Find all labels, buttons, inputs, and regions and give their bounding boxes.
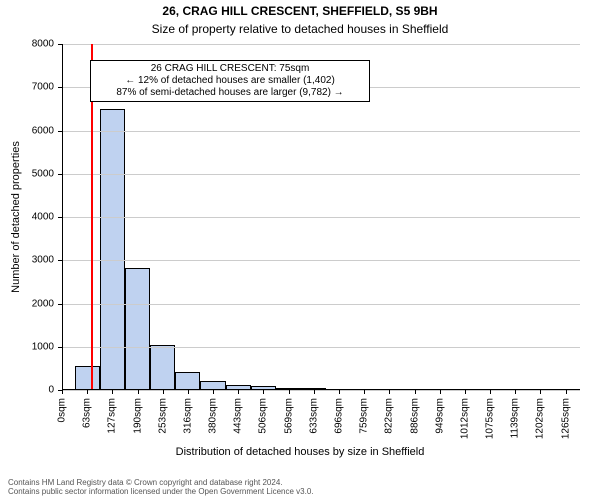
ytick-label: 3000 xyxy=(0,255,54,266)
annotation-line-1: 26 CRAG HILL CRESCENT: 75sqm xyxy=(97,63,363,75)
xtick-mark xyxy=(515,390,516,394)
xtick-label: 1075sqm xyxy=(485,398,496,448)
histogram-bar xyxy=(175,372,200,390)
xtick-mark xyxy=(364,390,365,394)
xtick-mark xyxy=(314,390,315,394)
xtick-mark xyxy=(440,390,441,394)
xtick-label: 759sqm xyxy=(359,398,370,448)
x-axis-label: Distribution of detached houses by size … xyxy=(0,446,600,458)
ytick-mark xyxy=(58,260,62,261)
footer-line-2: Contains public sector information licen… xyxy=(8,487,314,496)
xtick-label: 190sqm xyxy=(132,398,143,448)
xtick-mark xyxy=(566,390,567,394)
xtick-label: 0sqm xyxy=(57,398,68,448)
xtick-mark xyxy=(490,390,491,394)
xtick-label: 696sqm xyxy=(333,398,344,448)
xtick-mark xyxy=(87,390,88,394)
histogram-bar xyxy=(125,268,150,390)
gridline xyxy=(62,131,580,132)
histogram-bar xyxy=(150,345,175,390)
chart-title-sub: Size of property relative to detached ho… xyxy=(0,22,600,36)
xtick-mark xyxy=(188,390,189,394)
xtick-mark xyxy=(415,390,416,394)
ytick-mark xyxy=(58,87,62,88)
xtick-label: 1139sqm xyxy=(510,398,521,448)
y-axis-line xyxy=(62,44,63,390)
gridline xyxy=(62,44,580,45)
xtick-mark xyxy=(213,390,214,394)
xtick-label: 127sqm xyxy=(107,398,118,448)
xtick-label: 380sqm xyxy=(208,398,219,448)
xtick-mark xyxy=(289,390,290,394)
ytick-mark xyxy=(58,304,62,305)
annotation-line-3: 87% of semi-detached houses are larger (… xyxy=(97,87,363,99)
xtick-mark xyxy=(540,390,541,394)
histogram-bar xyxy=(100,109,125,390)
xtick-mark xyxy=(138,390,139,394)
ytick-mark xyxy=(58,131,62,132)
gridline xyxy=(62,217,580,218)
xtick-label: 316sqm xyxy=(182,398,193,448)
gridline xyxy=(62,347,580,348)
ytick-mark xyxy=(58,174,62,175)
xtick-label: 1265sqm xyxy=(560,398,571,448)
ytick-mark xyxy=(58,44,62,45)
gridline xyxy=(62,304,580,305)
xtick-mark xyxy=(62,390,63,394)
gridline xyxy=(62,390,580,391)
xtick-label: 1202sqm xyxy=(535,398,546,448)
xtick-mark xyxy=(112,390,113,394)
gridline xyxy=(62,174,580,175)
gridline xyxy=(62,260,580,261)
ytick-label: 6000 xyxy=(0,125,54,136)
ytick-label: 7000 xyxy=(0,82,54,93)
xtick-label: 822sqm xyxy=(384,398,395,448)
xtick-label: 443sqm xyxy=(233,398,244,448)
xtick-label: 949sqm xyxy=(434,398,445,448)
ytick-mark xyxy=(58,217,62,218)
annotation-line-2: ← 12% of detached houses are smaller (1,… xyxy=(97,75,363,87)
xtick-label: 1012sqm xyxy=(459,398,470,448)
footer-line-1: Contains HM Land Registry data © Crown c… xyxy=(8,478,314,487)
xtick-label: 886sqm xyxy=(409,398,420,448)
xtick-mark xyxy=(339,390,340,394)
footer-attribution: Contains HM Land Registry data © Crown c… xyxy=(8,478,314,496)
ytick-label: 0 xyxy=(0,385,54,396)
figure: 26, CRAG HILL CRESCENT, SHEFFIELD, S5 9B… xyxy=(0,0,600,500)
ytick-mark xyxy=(58,347,62,348)
xtick-label: 569sqm xyxy=(283,398,294,448)
chart-title-main: 26, CRAG HILL CRESCENT, SHEFFIELD, S5 9B… xyxy=(0,4,600,18)
xtick-label: 506sqm xyxy=(258,398,269,448)
ytick-label: 4000 xyxy=(0,212,54,223)
y-axis-label: Number of detached properties xyxy=(10,141,22,293)
xtick-mark xyxy=(263,390,264,394)
ytick-label: 8000 xyxy=(0,39,54,50)
xtick-mark xyxy=(389,390,390,394)
xtick-label: 253sqm xyxy=(157,398,168,448)
ytick-label: 5000 xyxy=(0,168,54,179)
xtick-mark xyxy=(238,390,239,394)
xtick-mark xyxy=(163,390,164,394)
ytick-label: 2000 xyxy=(0,298,54,309)
xtick-label: 63sqm xyxy=(82,398,93,448)
histogram-bar xyxy=(75,366,100,390)
xtick-mark xyxy=(465,390,466,394)
x-axis-line xyxy=(62,389,580,390)
xtick-label: 633sqm xyxy=(308,398,319,448)
annotation-box: 26 CRAG HILL CRESCENT: 75sqm ← 12% of de… xyxy=(90,60,370,102)
ytick-label: 1000 xyxy=(0,341,54,352)
